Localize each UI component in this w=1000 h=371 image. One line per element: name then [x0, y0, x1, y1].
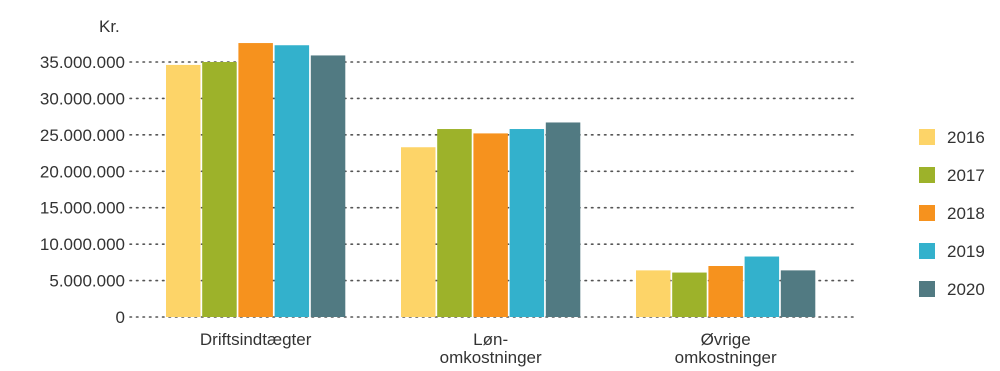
- y-axis-unit-label: Kr.: [99, 17, 120, 36]
- y-tick-label: 30.000.000: [40, 89, 125, 108]
- legend: 2016 2017 2018 2019 2020: [919, 128, 985, 299]
- y-tick-label: 10.000.000: [40, 235, 125, 254]
- legend-item-2019: 2019: [919, 242, 985, 261]
- category-label: Øvrige omkostninger: [675, 330, 777, 367]
- legend-swatch: [919, 129, 935, 145]
- bar-2016-3: [636, 270, 671, 317]
- legend-swatch: [919, 243, 935, 259]
- legend-swatch: [919, 167, 935, 183]
- bar-2018-1: [238, 43, 273, 318]
- bar-2017-3: [672, 272, 707, 317]
- y-tick-label: 5.000.000: [49, 272, 125, 291]
- legend-item-2018: 2018: [919, 204, 985, 223]
- category-label: Driftsindtægter: [200, 330, 312, 349]
- y-axis-tick-labels: 0 5.000.000 10.000.000 15.000.000 20.000.000…: [40, 53, 125, 327]
- legend-swatch: [919, 205, 935, 221]
- bar-2020-1: [310, 55, 346, 317]
- bar-2018-2: [473, 133, 508, 317]
- legend-label: 2016: [947, 128, 985, 147]
- legend-swatch: [919, 281, 935, 297]
- bar-2018-3: [708, 266, 743, 317]
- bar-2020-3: [780, 270, 816, 317]
- bar-2019-2: [509, 129, 545, 317]
- category-label: Løn-omkostninger: [440, 330, 542, 367]
- legend-item-2020: 2020: [919, 280, 985, 299]
- y-tick-label: 25.000.000: [40, 126, 125, 145]
- legend-label: 2018: [947, 204, 985, 223]
- y-tick-label: 35.000.000: [40, 53, 125, 72]
- bar-2019-1: [274, 45, 310, 317]
- bar-2016-1: [166, 64, 201, 318]
- x-axis-category-labels: Driftsindtægter Løn-omkostninger Øvrige omk…: [200, 330, 777, 367]
- bars: [166, 43, 816, 318]
- legend-label: 2017: [947, 166, 985, 185]
- legend-item-2016: 2016: [919, 128, 985, 147]
- legend-label: 2019: [947, 242, 985, 261]
- y-tick-label: 15.000.000: [40, 199, 125, 218]
- y-tick-label: 20.000.000: [40, 162, 125, 181]
- bar-2016-2: [401, 147, 436, 317]
- y-tick-label: 0: [116, 308, 125, 327]
- legend-item-2017: 2017: [919, 166, 985, 185]
- bar-2020-2: [545, 122, 581, 317]
- bar-2017-1: [202, 62, 237, 317]
- legend-label: 2020: [947, 280, 985, 299]
- bar-2017-2: [437, 129, 472, 317]
- bar-2019-3: [744, 256, 780, 317]
